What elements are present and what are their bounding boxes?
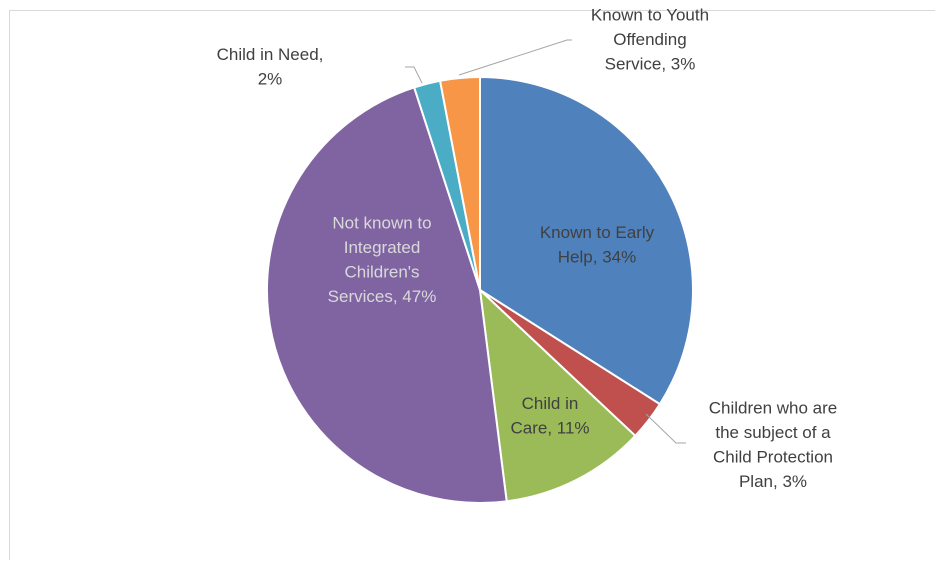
- chart-frame: [9, 10, 935, 560]
- leader-line-child-in-need: [405, 66, 423, 84]
- data-label-line: Integrated: [344, 238, 421, 257]
- pie-slice-known-to-early-help: [479, 75, 694, 406]
- data-label-line: Known to Youth: [591, 6, 709, 25]
- data-label-line: Services, 47%: [328, 287, 437, 306]
- data-label-child-in-care: Child in Care, 11%: [510, 394, 589, 438]
- pie-slices: [265, 75, 694, 504]
- data-labels: Known to Early Help, 34% Children who are t…: [217, 6, 838, 491]
- leader-line-known-to-youth-offending-service: [458, 39, 572, 76]
- leader-line-children-who-are-the-subject-of-a-child-protection-plan: [645, 413, 686, 444]
- data-label-line: Known to Early: [540, 223, 655, 242]
- data-label-line: Offending: [613, 30, 686, 49]
- data-label-line: the subject of a: [715, 423, 831, 442]
- data-label-child-in-need: Child in Need, 2%: [217, 45, 324, 89]
- data-label-line: Children who are: [709, 398, 838, 417]
- leader-lines: [405, 39, 686, 444]
- data-label-known-to-early-help: Known to Early Help, 34%: [540, 223, 655, 266]
- data-label-line: Care, 11%: [510, 418, 589, 437]
- data-label-known-to-youth-offending-service: Known to Youth Offending Service, 3%: [591, 6, 709, 74]
- pie-slice-child-in-care: [478, 287, 637, 503]
- data-label-line: Children's: [344, 262, 419, 281]
- data-label-line: Not known to: [332, 213, 431, 232]
- data-label-line: 2%: [258, 69, 283, 88]
- data-label-line: Child in: [522, 394, 579, 413]
- data-label-line: Service, 3%: [605, 55, 696, 74]
- data-label-line: Child in Need,: [217, 45, 324, 64]
- data-label-line: Child Protection: [713, 447, 833, 466]
- pie-slice-not-known-to-integrated-children-s-services: [265, 86, 508, 504]
- data-label-line: Help, 34%: [558, 247, 636, 266]
- data-label-line: Plan, 3%: [739, 472, 807, 491]
- data-label-not-known-to-integrated-children-s-services: Not known to Integrated Children's Services…: [328, 213, 437, 305]
- data-label-children-who-are-the-subject-of-a-child-protection-plan: Children who are the subject of a Child Pr…: [709, 398, 838, 491]
- pie-slice-known-to-youth-offending-service: [438, 75, 481, 291]
